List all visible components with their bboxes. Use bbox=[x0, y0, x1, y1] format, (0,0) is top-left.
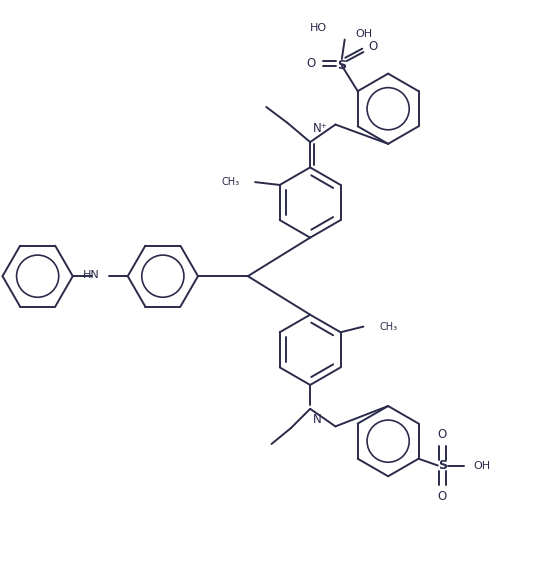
Text: OH: OH bbox=[473, 461, 491, 470]
Text: O: O bbox=[438, 490, 447, 504]
Text: S: S bbox=[338, 59, 346, 72]
Text: S: S bbox=[438, 459, 447, 472]
Text: N: N bbox=[313, 413, 322, 427]
Text: N⁺: N⁺ bbox=[313, 122, 328, 135]
Text: HN: HN bbox=[83, 270, 100, 280]
Text: O: O bbox=[438, 428, 447, 440]
Text: O: O bbox=[306, 57, 315, 70]
Text: OH: OH bbox=[355, 29, 372, 39]
Text: HO: HO bbox=[309, 23, 327, 33]
Text: O: O bbox=[368, 40, 378, 53]
Text: CH₃: CH₃ bbox=[379, 321, 398, 332]
Text: CH₃: CH₃ bbox=[221, 177, 239, 187]
